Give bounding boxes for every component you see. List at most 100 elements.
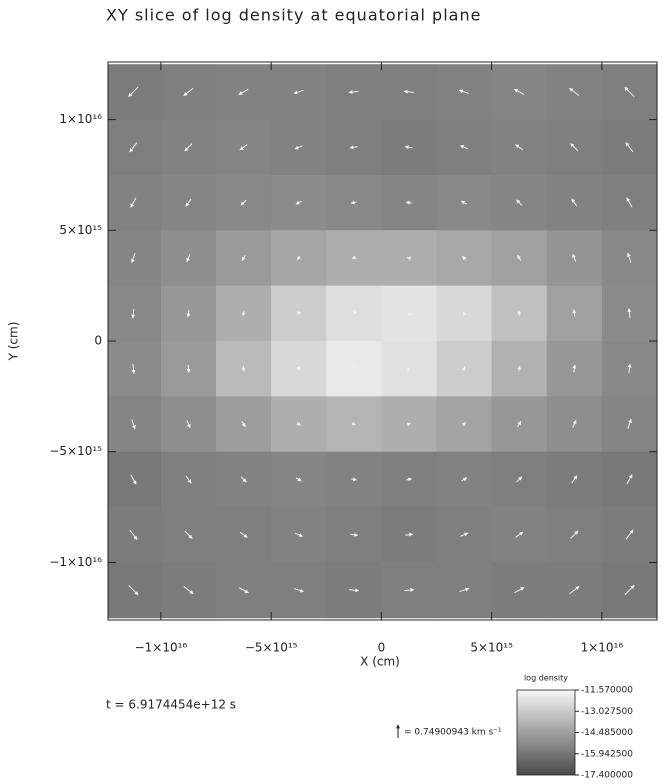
velocity-arrow bbox=[349, 145, 358, 150]
time-label: t = 6.9174454e+12 s bbox=[106, 698, 236, 712]
heatmap-cell bbox=[108, 451, 162, 508]
heatmap-cell bbox=[108, 230, 162, 287]
heatmap-cell bbox=[108, 174, 162, 231]
velocity-arrow bbox=[404, 145, 413, 150]
velocity-arrow bbox=[625, 529, 634, 540]
velocity-arrow bbox=[296, 421, 301, 427]
velocity-arrow bbox=[626, 474, 633, 485]
velocity-arrow bbox=[129, 529, 138, 540]
velocity-arrow bbox=[406, 256, 412, 261]
velocity-arrow bbox=[297, 311, 302, 316]
velocity-arrow bbox=[186, 309, 191, 318]
velocity-arrow bbox=[461, 477, 468, 482]
velocity-arrow bbox=[406, 477, 413, 482]
y-tick-label: 0 bbox=[94, 334, 102, 348]
x-tick-label: 0 bbox=[378, 641, 386, 655]
velocity-arrow bbox=[295, 200, 302, 205]
velocity-arrow bbox=[407, 312, 413, 317]
velocity-arrow bbox=[185, 198, 192, 207]
y-axis-label: Y (cm) bbox=[7, 322, 21, 362]
velocity-arrow bbox=[239, 144, 248, 151]
velocity-arrow bbox=[131, 363, 136, 375]
velocity-arrow bbox=[624, 86, 635, 97]
velocity-arrow bbox=[296, 255, 301, 260]
velocity-arrow bbox=[570, 143, 579, 152]
velocity-arrow bbox=[239, 531, 248, 538]
x-tick-label: −5×10¹⁵ bbox=[245, 641, 298, 655]
velocity-arrow bbox=[184, 530, 193, 539]
velocity-arrow bbox=[517, 254, 522, 261]
velocity-arrow bbox=[240, 199, 247, 206]
chart-title: XY slice of log density at equatorial pl… bbox=[106, 6, 481, 25]
velocity-arrow bbox=[128, 86, 139, 98]
velocity-arrow bbox=[350, 532, 359, 537]
velocity-arrow bbox=[241, 310, 246, 317]
velocity-arrow bbox=[350, 365, 355, 370]
vector-field bbox=[128, 86, 635, 596]
velocity-arrow bbox=[295, 477, 302, 482]
y-tick-label: 1×10¹⁶ bbox=[59, 112, 102, 126]
velocity-arrow bbox=[241, 365, 246, 372]
velocity-arrow bbox=[130, 197, 137, 208]
velocity-arrow bbox=[571, 198, 578, 207]
velocity-arrow bbox=[296, 366, 301, 371]
y-tick-label: 5×10¹⁵ bbox=[59, 223, 102, 237]
velocity-arrow bbox=[517, 310, 522, 317]
velocity-arrow bbox=[131, 308, 136, 319]
velocity-arrow bbox=[351, 477, 358, 482]
velocity-arrow bbox=[626, 197, 633, 208]
velocity-arrow bbox=[183, 87, 194, 96]
velocity-arrow bbox=[293, 588, 305, 593]
colorbar-tick-label: -15.942500 bbox=[581, 749, 633, 759]
velocity-arrow bbox=[131, 419, 136, 430]
velocity-arrow bbox=[570, 530, 579, 539]
velocity-arrow bbox=[458, 89, 469, 94]
heatmap-cell bbox=[108, 562, 162, 619]
velocity-arrow bbox=[186, 420, 191, 429]
velocity-arrow bbox=[517, 365, 522, 372]
velocity-arrow bbox=[516, 199, 523, 206]
velocity-arrow bbox=[515, 531, 524, 538]
velocity-arrow bbox=[185, 475, 192, 484]
velocity-arrow bbox=[294, 532, 303, 537]
velocity-arrow bbox=[351, 255, 357, 260]
velocity-arrow bbox=[130, 474, 137, 485]
velocity-arrow bbox=[516, 476, 523, 483]
x-tick-label: 5×10¹⁵ bbox=[470, 641, 513, 655]
velocity-arrow bbox=[349, 588, 360, 593]
velocity-arrow bbox=[241, 421, 246, 428]
velocity-arrow bbox=[462, 255, 467, 261]
velocity-arrow bbox=[405, 200, 412, 205]
colorbar-title: log density bbox=[524, 674, 568, 683]
velocity-arrow bbox=[351, 421, 357, 426]
x-tick-label: 1×10¹⁶ bbox=[581, 641, 624, 655]
velocity-arrow bbox=[624, 584, 635, 596]
velocity-arrow bbox=[406, 422, 412, 427]
velocity-arrow bbox=[460, 200, 467, 205]
velocity-arrow bbox=[293, 89, 304, 95]
velocity-arrow bbox=[627, 252, 632, 263]
velocity-arrow bbox=[459, 587, 470, 593]
velocity-arrow bbox=[627, 307, 632, 319]
velocity-arrow bbox=[184, 143, 193, 152]
velocity-arrow bbox=[572, 309, 577, 318]
vector-reference-label: = 0.74900943 km s⁻¹ bbox=[404, 728, 502, 738]
y-tick-label: −1×10¹⁶ bbox=[49, 555, 102, 569]
heatmap-cell bbox=[108, 119, 162, 176]
velocity-arrow bbox=[352, 310, 358, 315]
velocity-arrow bbox=[461, 366, 466, 371]
heatmap-cell bbox=[108, 341, 162, 397]
velocity-arrow bbox=[460, 532, 469, 537]
velocity-arrow bbox=[405, 367, 410, 372]
velocity-arrow bbox=[514, 587, 525, 594]
velocity-arrow bbox=[627, 363, 632, 374]
velocity-arrow bbox=[403, 89, 414, 94]
velocity-arrow bbox=[462, 311, 467, 316]
velocity-arrow bbox=[404, 587, 415, 592]
velocity-arrow bbox=[572, 253, 577, 262]
velocity-arrow bbox=[569, 87, 580, 96]
colorbar-tick-label: -11.570000 bbox=[581, 686, 633, 696]
velocity-arrow bbox=[569, 586, 580, 595]
colorbar-tick-label: -17.400000 bbox=[581, 771, 633, 781]
